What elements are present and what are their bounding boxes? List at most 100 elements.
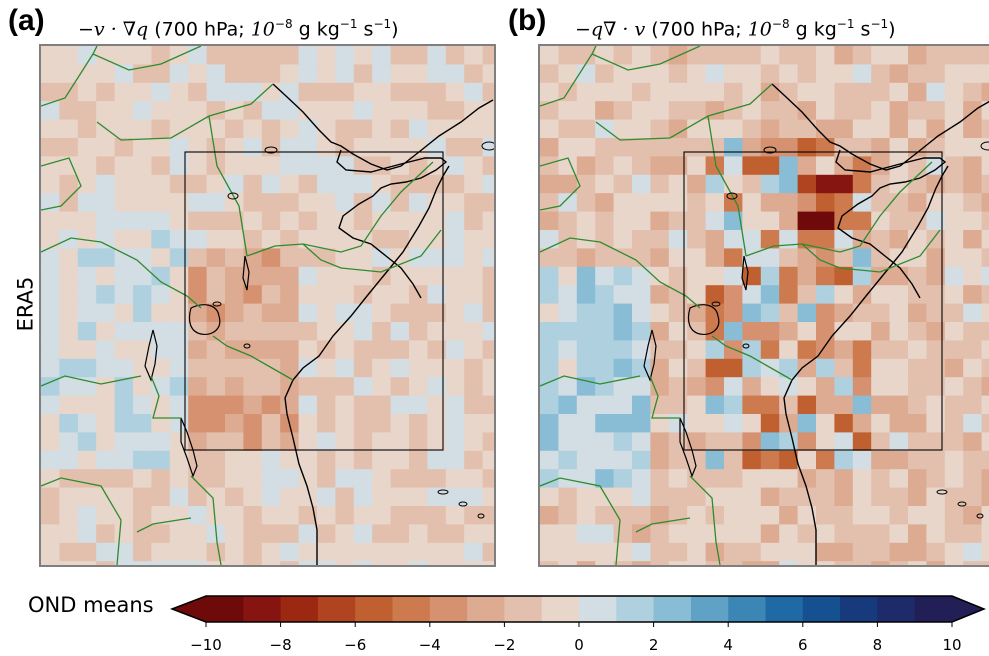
colorbar-label: OND means [28,593,154,617]
map-a-canvas [41,46,494,565]
colorbar-tick-label: −2 [493,636,516,654]
colorbar-tick-label: 4 [723,636,733,654]
map-grid-cells [41,46,494,565]
colorbar-segment [504,596,543,622]
country-border [96,83,274,141]
country-border [41,157,82,211]
colorbar-tick-label: −8 [269,636,292,654]
colorbar-extend-high [952,596,984,622]
colorbar-tick-label: −4 [418,636,441,654]
colorbar-segment [728,596,766,622]
colorbar-segment [392,596,431,622]
colorbar-segment [355,596,393,622]
lake-outline [144,329,158,382]
colorbar-segment [467,596,505,622]
lake-outline [188,304,221,335]
colorbar-segment [616,596,655,622]
country-border [540,237,687,297]
coastline [771,83,989,565]
country-border [689,475,721,565]
country-border [595,83,773,141]
lake-outline [687,304,720,335]
island-outline [976,513,984,519]
colorbar-segment [280,596,319,622]
colorbar-segment [206,596,244,622]
country-border [150,375,181,419]
island-outline [726,192,738,200]
colorbar-segment [690,596,729,622]
colorbar-tick-label: −10 [190,636,222,654]
lake-outline [679,417,697,478]
country-border [41,46,98,107]
map-b-canvas [540,46,989,565]
island-outline [227,192,239,200]
island-outline [212,301,222,307]
country-border [92,46,202,71]
country-border [685,295,701,309]
country-border [208,115,248,257]
country-border [41,375,142,387]
map-panel-b [538,44,989,567]
country-border [745,161,933,257]
island-outline [437,489,449,495]
colorbar-segment [317,596,356,622]
island-outline [936,489,948,495]
study-region-box [184,151,444,451]
colorbar-segment [653,596,692,622]
island-outline [243,343,251,349]
study-region-box [683,151,943,451]
colorbar-tick-label: 2 [648,636,659,654]
country-border [212,335,294,381]
country-border [540,375,641,387]
country-border [41,237,188,297]
country-border [540,477,621,565]
map-grid-cells [540,46,989,565]
map-panel-a [39,44,496,567]
lake-outline [741,255,749,291]
panel-b-title: −q∇ · v (700 hPa; 10−8 g kg−1 s−1) [575,17,896,41]
country-border [186,295,202,309]
colorbar-segment [579,596,617,622]
colorbar-segment [243,596,282,622]
colorbar-segment [429,596,468,622]
lake-outline [242,255,250,291]
country-border [801,229,941,273]
colorbar-segment [914,596,953,622]
country-border [136,517,192,533]
colorbar-tick-label: 10 [942,636,962,654]
island-outline [763,146,777,154]
colorbar-tick-label: 0 [574,636,584,654]
country-border [302,229,442,273]
country-border [711,335,793,381]
country-border [591,46,701,71]
country-border [190,475,222,565]
colorbar-segment [840,596,878,622]
colorbar-tick-label: 8 [872,636,883,654]
lake-outline [180,417,198,478]
island-outline [458,501,468,507]
country-border [41,477,122,565]
island-outline [477,513,485,519]
colorbar-segment [765,596,804,622]
country-border [635,517,691,533]
island-outline [481,141,494,151]
panel-a-letter: (a) [8,4,45,37]
colorbar [170,595,986,627]
row-label-era5: ERA5 [13,276,38,332]
country-border [246,161,434,257]
colorbar-segment [802,596,841,622]
island-outline [711,301,721,307]
coastline [272,83,494,565]
colorbar-extend-low [172,596,206,622]
country-border [540,46,597,107]
lake-outline [643,329,657,382]
colorbar-tick-label: 6 [798,636,808,654]
island-outline [264,146,278,154]
country-border [540,157,581,211]
colorbar-tick-label: −6 [344,636,367,654]
country-border [649,375,680,419]
colorbar-segment [877,596,916,622]
colorbar-segment [541,596,580,622]
island-outline [957,501,967,507]
island-outline [980,141,989,151]
